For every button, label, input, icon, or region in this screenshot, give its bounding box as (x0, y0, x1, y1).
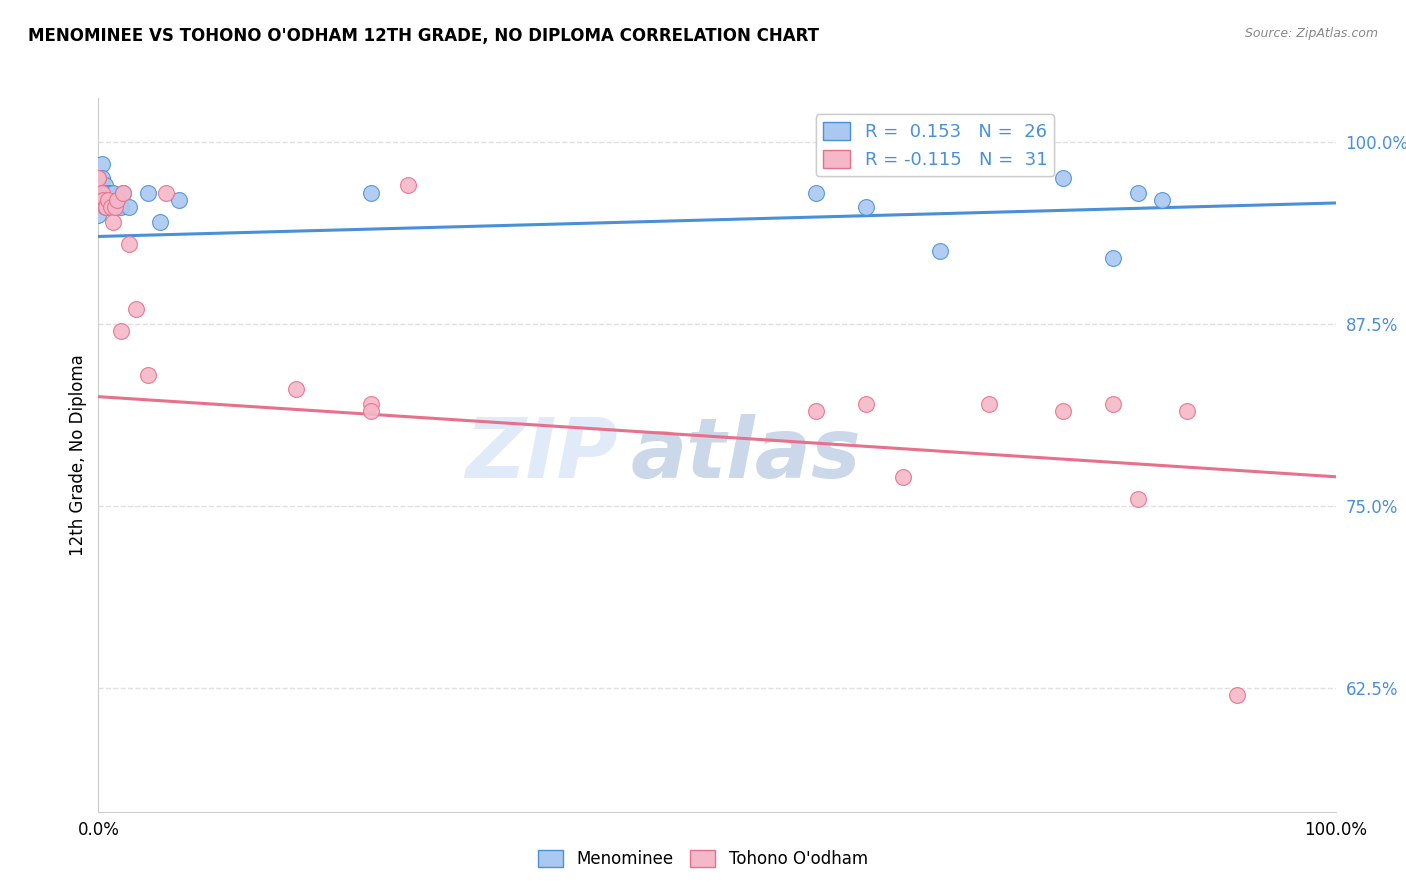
Point (103, 215, 125, 229)
Point (1250, 826, 1272, 840)
Point (97, 186, 120, 200)
Point (94, 200, 117, 214)
Point (1126, 491, 1149, 506)
Point (103, 200, 125, 214)
Point (1052, 171, 1074, 186)
Point (104, 200, 127, 214)
Point (100, 186, 122, 200)
Text: atlas: atlas (630, 415, 860, 495)
Point (91, 156, 114, 170)
Point (1152, 193, 1174, 207)
Point (97, 193, 120, 207)
Point (855, 397, 877, 411)
Point (804, 186, 827, 200)
Point (118, 236, 141, 251)
Point (124, 302, 146, 317)
Point (107, 193, 129, 207)
Point (105, 193, 128, 207)
Point (1175, 404, 1198, 418)
Text: Source: ZipAtlas.com: Source: ZipAtlas.com (1244, 27, 1378, 40)
Point (110, 200, 132, 214)
Point (136, 186, 159, 200)
Point (136, 368, 159, 382)
Point (1226, 688, 1249, 702)
Point (93, 178, 115, 193)
Point (87, 186, 110, 200)
Point (1126, 186, 1149, 200)
Point (149, 215, 172, 229)
Point (112, 186, 135, 200)
Point (360, 186, 382, 200)
Point (112, 186, 135, 200)
Point (87, 171, 110, 186)
Point (118, 200, 141, 214)
Point (87, 208, 110, 222)
Point (100, 200, 122, 214)
Point (1102, 397, 1125, 411)
Point (804, 404, 827, 418)
Text: ZIP: ZIP (465, 415, 619, 495)
Legend: Menominee, Tohono O'odham: Menominee, Tohono O'odham (531, 843, 875, 875)
Point (87, 171, 110, 186)
Point (167, 193, 190, 207)
Point (285, 383, 308, 397)
Point (891, 469, 914, 483)
Legend: R =  0.153   N =  26, R = -0.115   N =  31: R = 0.153 N = 26, R = -0.115 N = 31 (815, 114, 1054, 177)
Text: MENOMINEE VS TOHONO O'ODHAM 12TH GRADE, NO DIPLOMA CORRELATION CHART: MENOMINEE VS TOHONO O'ODHAM 12TH GRADE, … (28, 27, 820, 45)
Point (103, 186, 125, 200)
Point (110, 324, 132, 338)
Point (360, 397, 382, 411)
Point (360, 404, 382, 418)
Y-axis label: 12th Grade, No Diploma: 12th Grade, No Diploma (69, 354, 87, 556)
Point (93, 200, 115, 214)
Point (94, 186, 117, 200)
Point (396, 178, 419, 193)
Point (1052, 404, 1074, 418)
Point (155, 186, 177, 200)
Point (855, 200, 877, 214)
Point (93, 193, 115, 207)
Point (97, 200, 120, 214)
Point (91, 171, 114, 186)
Point (91, 186, 114, 200)
Point (979, 397, 1001, 411)
Point (1102, 252, 1125, 266)
Point (928, 244, 950, 258)
